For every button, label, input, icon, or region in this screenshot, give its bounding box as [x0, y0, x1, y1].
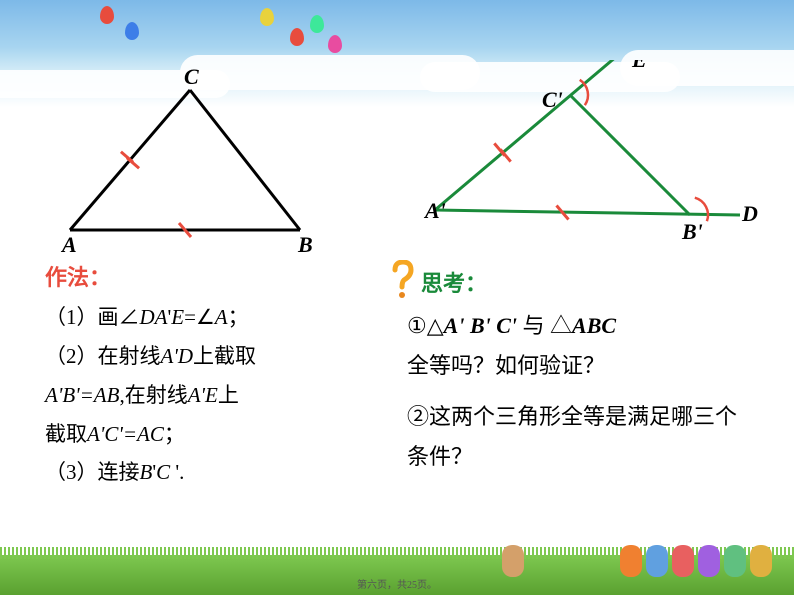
step-2-line2: A'B'=AB,在射线A'E上	[45, 376, 375, 415]
diagram-area: ABC A'B'C'DE	[0, 60, 794, 240]
step-3: （3）连接B'C '.	[45, 453, 375, 492]
page-footer: 第六页，共25页。	[0, 576, 794, 591]
step-2-line1: （2）在射线A'D上截取	[45, 337, 375, 376]
method-title: 作法：	[45, 260, 375, 292]
svg-text:D: D	[741, 201, 758, 226]
svg-text:C: C	[184, 64, 199, 89]
content-area: 作法： （1）画∠DA'E=∠A； （2）在射线A'D上截取 A'B'=AB,在…	[0, 260, 794, 492]
svg-text:B: B	[297, 232, 313, 257]
svg-text:E: E	[631, 60, 647, 72]
question-1: ①△A' B' C' 与 △ABC 全等吗？如何验证？	[407, 306, 749, 385]
right-column: 思考： ①△A' B' C' 与 △ABC 全等吗？如何验证？ ②这两个三角形全…	[389, 260, 749, 488]
step-1: （1）画∠DA'E=∠A；	[45, 298, 375, 337]
triangles-svg: A B C A' B' C' D E	[0, 60, 794, 260]
question-2: ②这两个三角形全等是满足哪三个条件？	[407, 397, 749, 476]
svg-text:B': B'	[681, 219, 703, 244]
svg-text:A': A'	[423, 198, 446, 223]
step-2-line3: 截取A'C'=AC；	[45, 415, 375, 454]
question-mark-icon	[389, 260, 415, 300]
svg-text:A: A	[60, 232, 77, 257]
think-header: 思考：	[389, 260, 749, 300]
left-column: 作法： （1）画∠DA'E=∠A； （2）在射线A'D上截取 A'B'=AB,在…	[45, 260, 375, 492]
svg-text:C': C'	[542, 87, 563, 112]
think-title: 思考：	[421, 260, 487, 298]
